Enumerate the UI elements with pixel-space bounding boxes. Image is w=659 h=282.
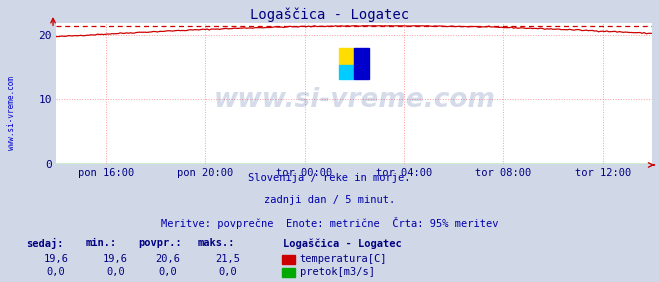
Text: pretok[m3/s]: pretok[m3/s] [300,267,375,277]
Text: Logaščica - Logatec: Logaščica - Logatec [283,238,402,249]
Text: www.si-vreme.com: www.si-vreme.com [214,87,495,113]
Text: 19,6: 19,6 [103,254,128,264]
Text: maks.:: maks.: [198,238,235,248]
Text: 0,0: 0,0 [159,267,177,277]
Text: povpr.:: povpr.: [138,238,182,248]
Text: 19,6: 19,6 [43,254,69,264]
Bar [339,48,355,65]
Bar [339,65,355,79]
Text: 0,0: 0,0 [47,267,65,277]
Text: 0,0: 0,0 [106,267,125,277]
Text: Meritve: povprečne  Enote: metrične  Črta: 95% meritev: Meritve: povprečne Enote: metrične Črta:… [161,217,498,229]
Text: Slovenija / reke in morje.: Slovenija / reke in morje. [248,173,411,183]
Text: min.:: min.: [86,238,117,248]
Text: Logaščica - Logatec: Logaščica - Logatec [250,7,409,21]
Text: 0,0: 0,0 [218,267,237,277]
Bar [355,48,369,79]
Text: 21,5: 21,5 [215,254,240,264]
Text: sedaj:: sedaj: [26,238,64,249]
Text: zadnji dan / 5 minut.: zadnji dan / 5 minut. [264,195,395,205]
Text: temperatura[C]: temperatura[C] [300,254,387,264]
Text: 20,6: 20,6 [156,254,181,264]
Text: www.si-vreme.com: www.si-vreme.com [7,76,16,150]
